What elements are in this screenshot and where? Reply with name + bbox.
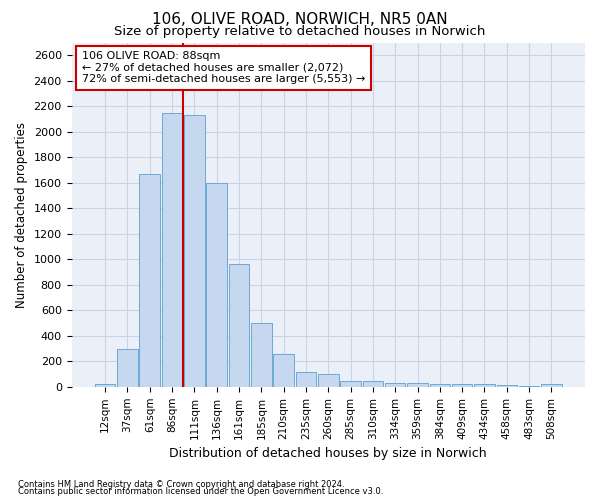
Text: 106 OLIVE ROAD: 88sqm
← 27% of detached houses are smaller (2,072)
72% of semi-d: 106 OLIVE ROAD: 88sqm ← 27% of detached … [82, 51, 365, 84]
Bar [162, 112, 182, 387]
Bar [251, 323, 272, 387]
Bar [206, 183, 227, 387]
Bar [519, 386, 539, 387]
Bar [184, 115, 205, 387]
Bar [541, 384, 562, 387]
Bar [474, 384, 495, 387]
Y-axis label: Number of detached properties: Number of detached properties [15, 122, 28, 308]
Text: Contains HM Land Registry data © Crown copyright and database right 2024.: Contains HM Land Registry data © Crown c… [18, 480, 344, 489]
Text: Contains public sector information licensed under the Open Government Licence v3: Contains public sector information licen… [18, 487, 383, 496]
Text: 106, OLIVE ROAD, NORWICH, NR5 0AN: 106, OLIVE ROAD, NORWICH, NR5 0AN [152, 12, 448, 28]
Text: Size of property relative to detached houses in Norwich: Size of property relative to detached ho… [115, 25, 485, 38]
Bar [452, 384, 472, 387]
Bar [139, 174, 160, 387]
Bar [340, 381, 361, 387]
Bar [385, 383, 406, 387]
Bar [318, 374, 338, 387]
Bar [117, 348, 138, 387]
Bar [95, 384, 115, 387]
X-axis label: Distribution of detached houses by size in Norwich: Distribution of detached houses by size … [169, 447, 487, 460]
Bar [497, 384, 517, 387]
Bar [407, 383, 428, 387]
Bar [430, 384, 450, 387]
Bar [274, 354, 294, 387]
Bar [229, 264, 249, 387]
Bar [296, 372, 316, 387]
Bar [362, 381, 383, 387]
